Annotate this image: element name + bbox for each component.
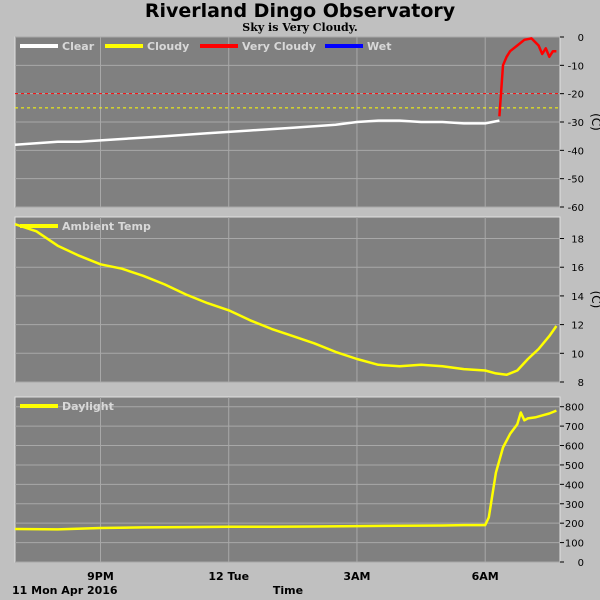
y-tick-label: 700 bbox=[565, 422, 584, 433]
y-tick-label: 12 bbox=[571, 321, 584, 332]
legend-label: Ambient Temp bbox=[62, 220, 151, 233]
y-tick-label: -50 bbox=[568, 175, 584, 186]
y-tick-label: 100 bbox=[565, 539, 584, 550]
y-axis-unit: (C) bbox=[589, 291, 600, 309]
y-tick-label: 8 bbox=[578, 378, 584, 389]
y-axis-unit: (C) bbox=[589, 113, 600, 131]
y-tick-label: 200 bbox=[565, 519, 584, 530]
y-tick-label: 10 bbox=[571, 349, 584, 360]
chart-title: Riverland Dingo Observatory bbox=[144, 0, 456, 22]
x-date-label: 11 Mon Apr 2016 bbox=[12, 584, 118, 597]
x-tick-label: 9PM bbox=[87, 570, 114, 583]
y-tick-label: 300 bbox=[565, 500, 584, 511]
y-tick-label: 400 bbox=[565, 480, 584, 491]
y-tick-label: -30 bbox=[568, 118, 584, 129]
legend-label: Wet bbox=[367, 40, 391, 53]
series-line bbox=[14, 223, 558, 377]
panel-3: 0 100 200 300 400 500 600 700 800 Daylight bbox=[14, 396, 584, 569]
legend-label: Daylight bbox=[62, 400, 114, 413]
y-tick-label: -60 bbox=[568, 203, 584, 214]
y-tick-label: 600 bbox=[565, 442, 584, 453]
legend-label: Very Cloudy bbox=[242, 40, 316, 53]
x-tick-label: 12 Tue bbox=[208, 570, 249, 583]
plot-area bbox=[14, 216, 561, 383]
y-tick-label: 18 bbox=[571, 235, 584, 246]
panel-1: 0 -10 -20 -30 -40 -50 -60 (C) Clear Cloudy Very Cl… bbox=[14, 33, 600, 214]
series-line bbox=[14, 119, 500, 146]
series-line bbox=[14, 409, 557, 531]
chart-subtitle: Sky is Very Cloudy. bbox=[242, 21, 358, 34]
panel-2: 8 10 12 14 16 18 (C) Ambient Temp bbox=[14, 216, 600, 389]
y-tick-label: 0 bbox=[578, 558, 584, 569]
legend-label: Cloudy bbox=[147, 40, 189, 53]
series-line bbox=[498, 37, 557, 117]
y-tick-label: 0 bbox=[578, 33, 584, 44]
y-tick-label: -20 bbox=[568, 90, 584, 101]
y-tick-label: 800 bbox=[565, 403, 584, 414]
x-tick-label: 3AM bbox=[343, 570, 370, 583]
y-tick-label: 14 bbox=[571, 292, 584, 303]
plot-area bbox=[14, 396, 561, 563]
y-tick-label: -10 bbox=[568, 61, 584, 72]
y-tick-label: 500 bbox=[565, 461, 584, 472]
legend-label: Clear bbox=[62, 40, 95, 53]
y-tick-label: -40 bbox=[568, 146, 584, 157]
x-axis-title: Time bbox=[273, 584, 303, 597]
y-tick-label: 16 bbox=[571, 263, 584, 274]
x-tick-label: 6AM bbox=[472, 570, 499, 583]
